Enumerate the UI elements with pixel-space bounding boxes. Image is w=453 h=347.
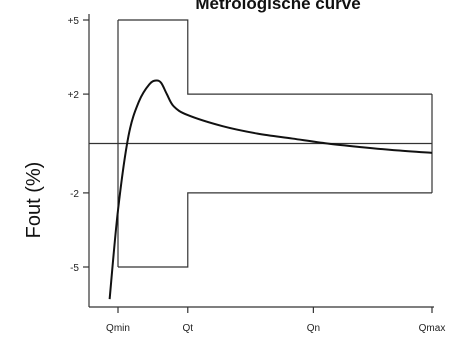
lower-tolerance-line: [118, 192, 432, 268]
x-tick-label: Qmin: [106, 323, 130, 334]
y-ticks: +5 +2 -2 -5: [68, 16, 89, 274]
error-curve: [108, 79, 433, 300]
x-tick-label: Qn: [307, 323, 320, 334]
y-tick-label: -2: [70, 189, 79, 200]
y-tick-label: +5: [68, 16, 80, 27]
x-ticks: Qmin Qt Qn Qmax: [106, 307, 445, 334]
upper-tolerance-line: [118, 19, 432, 95]
x-tick-label: Qt: [182, 323, 193, 334]
y-axis-label: Fout (%): [23, 162, 45, 239]
chart-title: Metrologische curve: [195, 0, 360, 13]
y-tick-label: +2: [68, 90, 80, 101]
y-tick-label: -5: [70, 263, 79, 274]
x-tick-label: Qmax: [419, 323, 446, 334]
